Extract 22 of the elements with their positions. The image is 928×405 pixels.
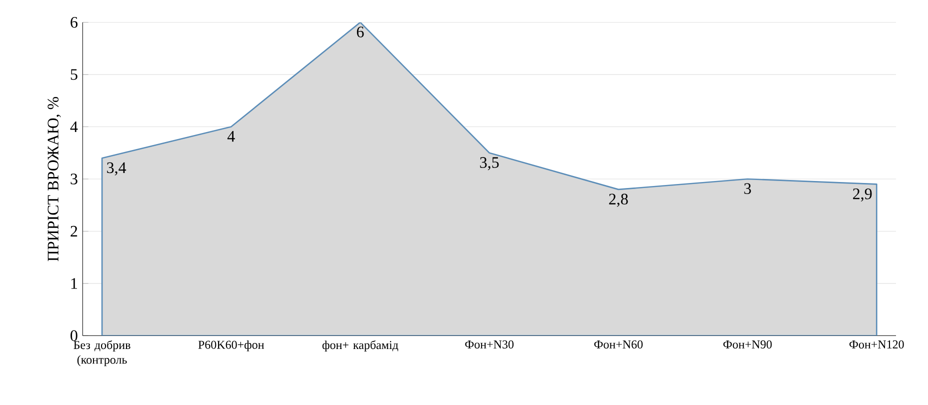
data-label: 4 [227,131,235,142]
data-label: 3,5 [480,157,499,170]
y-tick-label: 0 [70,330,78,342]
y-tick-label: 6 [70,16,78,28]
x-tick-label: Фон+N60 [594,340,643,348]
data-label: 6 [356,26,364,38]
x-tick-label: Фон+N120 [849,340,904,348]
y-axis-title: ПРИРІСТ ВРОЖАЮ, % [48,96,61,262]
x-tick-label: Фон+N90 [723,340,772,348]
y-tick-label: 2 [70,226,78,237]
data-label: 3 [744,183,751,194]
x-tick-label: фон+ карбамід [322,340,398,352]
x-tick-label: P60K60+фон [198,340,264,352]
data-label: 3,4 [107,162,126,176]
y-tick-label: 5 [70,69,78,80]
y-tick-label: 4 [70,122,78,132]
x-tick-label: Фон+N30 [465,340,514,348]
y-tick-label: 3 [70,174,78,184]
data-label: 2,8 [609,194,628,207]
x-tick-label: Без добрив (контроль [74,340,130,366]
data-label: 2,9 [853,188,872,202]
y-tick-label: 1 [71,278,78,289]
